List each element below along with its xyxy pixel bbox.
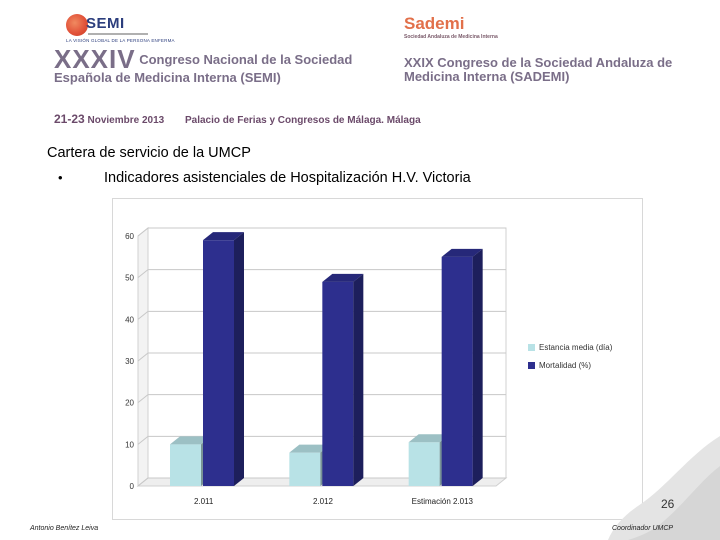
bar-side (353, 273, 364, 486)
bullet-text: Indicadores asistenciales de Hospitaliza… (104, 170, 471, 186)
semi-logo-tagline: LA VISIÓN GLOBAL DE LA PERSONA ENFERMA (66, 38, 175, 43)
bar-front (170, 444, 201, 486)
legend-label: Estancia media (día) (539, 343, 613, 352)
congress-dates: 21-23 (54, 112, 85, 126)
bar-front (289, 452, 321, 486)
gridline (137, 477, 506, 487)
bullet-symbol: • (58, 170, 63, 185)
y-tick-label: 30 (125, 357, 134, 366)
semi-logo-mark-icon (66, 14, 88, 36)
bar-side (234, 232, 244, 486)
congress-city: Málaga (386, 115, 421, 126)
congress-venue: Palacio de Ferias y Congresos de Málaga. (184, 115, 384, 126)
bar-top (322, 273, 364, 282)
x-tick-label: 2.012 (313, 497, 334, 506)
semi-logo-text: SEMI (86, 15, 125, 32)
right-congress-title: XXIX Congreso de la Sociedad Andaluza de… (404, 55, 673, 84)
gridline (137, 352, 506, 362)
legend-swatch (528, 344, 535, 351)
page-number: 26 (661, 497, 675, 511)
left-congress-number: XXXIV (54, 44, 136, 74)
x-tick-label: Estimación 2.013 (412, 497, 474, 506)
gridline (137, 227, 506, 237)
y-tick-label: 60 (125, 232, 134, 241)
x-tick-label: 2.011 (194, 497, 214, 506)
left-congress-title: XXXIV Congreso Nacional de la Sociedad E… (54, 44, 374, 85)
semi-logo-rule (88, 33, 148, 35)
bar-top (441, 248, 483, 257)
sademi-logo-text: Sademi (404, 14, 465, 33)
footer-decoration (608, 436, 720, 540)
gridline (137, 310, 506, 320)
bar-top (408, 434, 450, 443)
gridline (137, 269, 506, 279)
bar-front (408, 442, 440, 486)
bar-top (289, 444, 331, 453)
legend-label: Mortalidad (%) (539, 361, 591, 370)
y-tick-label: 10 (125, 440, 134, 449)
bar-front (322, 281, 354, 486)
y-tick-label: 50 (125, 274, 134, 283)
congress-dates-line: 21-23 Noviembre 2013 Palacio de Ferias y… (54, 112, 421, 126)
footer-author: Antonio Benítez Leiva (30, 525, 99, 532)
gridline (137, 435, 506, 445)
bar-front (441, 256, 473, 486)
slide-title: Cartera de servicio de la UMCP (47, 145, 251, 161)
bar-top (170, 436, 211, 445)
bar-top (203, 232, 244, 241)
y-tick-label: 0 (130, 482, 135, 491)
legend-swatch (528, 362, 535, 369)
congress-month-year: Noviembre 2013 (87, 115, 165, 126)
sademi-logo: Sademi Sociedad Andaluza de Medicina Int… (404, 14, 524, 42)
semi-logo: SEMI LA VISIÓN GLOBAL DE LA PERSONA ENFE… (66, 14, 176, 43)
sademi-logo-subtext: Sociedad Andaluza de Medicina Interna (404, 34, 498, 40)
bar-side (472, 248, 483, 486)
bar-chart: 0 10 20 30 40 50 60 2.011 2.012 Estimación 2.013 E… (125, 226, 613, 506)
y-tick-label: 20 (125, 399, 134, 408)
left-congress-text: Congreso Nacional de la Sociedad Español… (54, 52, 353, 85)
y-tick-label: 40 (125, 315, 134, 324)
gridline (137, 394, 506, 404)
footer-role: Coordinador UMCP (612, 525, 674, 532)
bar-front (203, 240, 234, 486)
